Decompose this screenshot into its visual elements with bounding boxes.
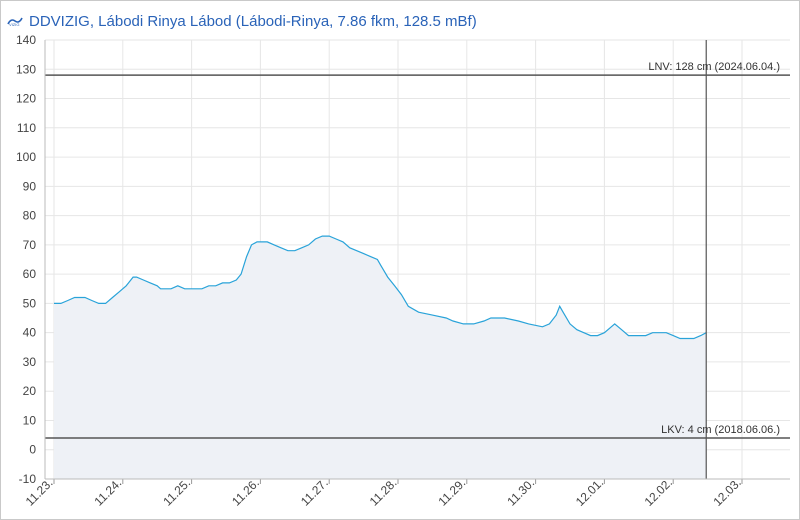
y-tick-label: 50 xyxy=(23,296,37,310)
y-tick-label: 10 xyxy=(23,413,37,427)
chart-header: VIZIG DDVIZIG, Lábodi Rinya Lábod (Lábod… xyxy=(7,10,477,32)
x-tick-label: 11.30. xyxy=(504,476,537,509)
reference-label: LNV: 128 cm (2024.06.04.) xyxy=(648,61,780,73)
x-tick-label: 12.03. xyxy=(710,475,743,508)
y-tick-label: 0 xyxy=(29,443,36,457)
y-tick-label: 100 xyxy=(16,150,36,164)
series-line xyxy=(54,235,707,340)
y-tick-label: 140 xyxy=(16,33,36,47)
vizig-logo-icon: VIZIG xyxy=(7,17,23,27)
y-tick-label: 20 xyxy=(23,384,37,398)
y-tick-label: 120 xyxy=(16,92,36,106)
x-tick-label: 11.29. xyxy=(436,476,469,509)
y-tick-label: -10 xyxy=(19,472,37,486)
y-tick-label: 60 xyxy=(23,267,37,281)
x-tick-label: 11.28. xyxy=(367,476,400,509)
x-tick-label: 11.25. xyxy=(160,476,193,509)
y-tick-label: 40 xyxy=(23,326,37,340)
x-tick-label: 11.27. xyxy=(298,476,331,509)
y-tick-label: 30 xyxy=(23,355,37,369)
series-layer xyxy=(54,235,707,479)
chart-title: DDVIZIG, Lábodi Rinya Lábod (Lábodi-Riny… xyxy=(29,12,477,30)
y-tick-label: 70 xyxy=(23,238,37,252)
series-area xyxy=(54,236,707,479)
y-tick-label: 130 xyxy=(16,62,36,76)
y-tick-label: 80 xyxy=(23,209,37,223)
y-tick-label: 90 xyxy=(23,179,37,193)
reference-layer: LNV: 128 cm (2024.06.04.) LKV: 4 cm (2018… xyxy=(45,40,790,479)
y-tick-label: 110 xyxy=(17,121,36,135)
x-tick-label: 12.02. xyxy=(642,475,675,508)
x-tick-label: 11.26. xyxy=(229,476,262,509)
x-tick-label: 11.24. xyxy=(92,476,125,509)
logo-text: VIZIG xyxy=(9,22,19,27)
reference-label: LKV: 4 cm (2018.06.06.) xyxy=(661,424,780,436)
x-tick-label: 12.01. xyxy=(573,475,606,508)
